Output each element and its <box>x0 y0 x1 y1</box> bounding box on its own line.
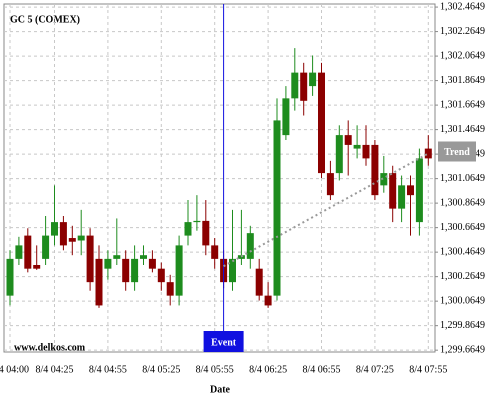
candle-body <box>353 144 361 149</box>
candle-body <box>229 258 236 283</box>
y-tick-label: 1,300.0649 <box>440 295 485 306</box>
candle-body <box>86 235 94 283</box>
candle-body <box>202 220 210 246</box>
y-tick-label: 1,301.8649 <box>440 75 485 86</box>
candle-body <box>175 245 183 296</box>
candle-body <box>255 268 263 296</box>
trend-line <box>223 152 429 268</box>
x-tick-label: 8/4 04:25 <box>35 364 73 375</box>
candle-body <box>246 233 254 259</box>
candle-body <box>424 148 432 159</box>
candle-body <box>318 72 325 174</box>
x-tick-label: 8/4 07:25 <box>356 364 394 375</box>
candle-body <box>389 173 397 209</box>
candle-body <box>157 268 165 283</box>
candle-body <box>300 72 308 101</box>
candle-body <box>362 144 370 159</box>
candle-body <box>6 258 14 296</box>
candle-body <box>148 258 156 269</box>
candle-body <box>51 222 58 236</box>
x-tick-label: 8/4 05:55 <box>196 364 234 375</box>
x-tick-label: 8/4 06:55 <box>302 364 340 375</box>
candle-body <box>33 265 41 269</box>
candle-body <box>166 282 174 296</box>
candle-body <box>140 255 147 259</box>
candle-body <box>193 220 201 223</box>
candle-body <box>95 258 103 306</box>
candle-body <box>282 98 290 136</box>
x-axis-label: Date <box>210 384 231 395</box>
candle-body <box>309 72 317 87</box>
event-box <box>203 331 244 352</box>
candle-body <box>68 238 76 242</box>
candle-body <box>104 258 112 269</box>
trend-label: Trend <box>444 147 470 158</box>
watermark: www.delkos.com <box>14 342 86 353</box>
y-tick-label: 1,299.8649 <box>440 320 485 331</box>
x-tick-label: 8/4 05:25 <box>142 364 180 375</box>
y-tick-label: 1,300.8649 <box>440 197 485 208</box>
trend-box <box>438 141 476 162</box>
event-label: Event <box>211 337 237 348</box>
candle-body <box>326 173 334 196</box>
candle-body <box>15 245 23 259</box>
y-tick-label: 1,299.6649 <box>440 344 485 355</box>
candle-body <box>113 255 121 259</box>
candle-body <box>42 235 50 259</box>
candle-body <box>131 258 139 283</box>
x-tick-label: 8/4 06:25 <box>249 364 287 375</box>
candle-body <box>291 72 299 99</box>
chart-title: GC 5 (COMEX) <box>10 14 80 25</box>
candle-body <box>264 295 272 306</box>
candle-body <box>273 120 281 296</box>
candle-body <box>24 235 32 269</box>
y-tick-label: 1,302.2649 <box>440 26 485 37</box>
candle-body <box>184 222 192 236</box>
candle-body <box>211 245 219 259</box>
y-tick-label: 1,300.6649 <box>440 222 485 233</box>
x-tick-label: 8/4 07:55 <box>409 364 447 375</box>
y-tick-label: 1,302.0649 <box>440 50 485 61</box>
x-tick-label: 8/4 04:55 <box>89 364 127 375</box>
candle-body <box>77 235 85 241</box>
candle-body <box>371 144 379 196</box>
candle-body <box>344 135 352 145</box>
candle-body <box>415 158 423 223</box>
y-tick-label: 1,301.6649 <box>440 99 485 110</box>
candle-body <box>398 185 406 209</box>
x-tick-label: 8/4 04:00 <box>0 364 29 375</box>
y-tick-label: 1,301.4649 <box>440 124 485 135</box>
y-tick-label: 1,300.2649 <box>440 271 485 282</box>
candle-body <box>122 258 130 283</box>
candle-body <box>380 173 388 186</box>
candle-body <box>59 222 67 246</box>
y-tick-label: 1,300.4649 <box>440 246 485 257</box>
candle-body <box>407 185 414 196</box>
candle-body <box>335 135 343 174</box>
y-tick-label: 1,301.0649 <box>440 173 485 184</box>
y-tick-label: 1,302.4649 <box>440 1 485 12</box>
